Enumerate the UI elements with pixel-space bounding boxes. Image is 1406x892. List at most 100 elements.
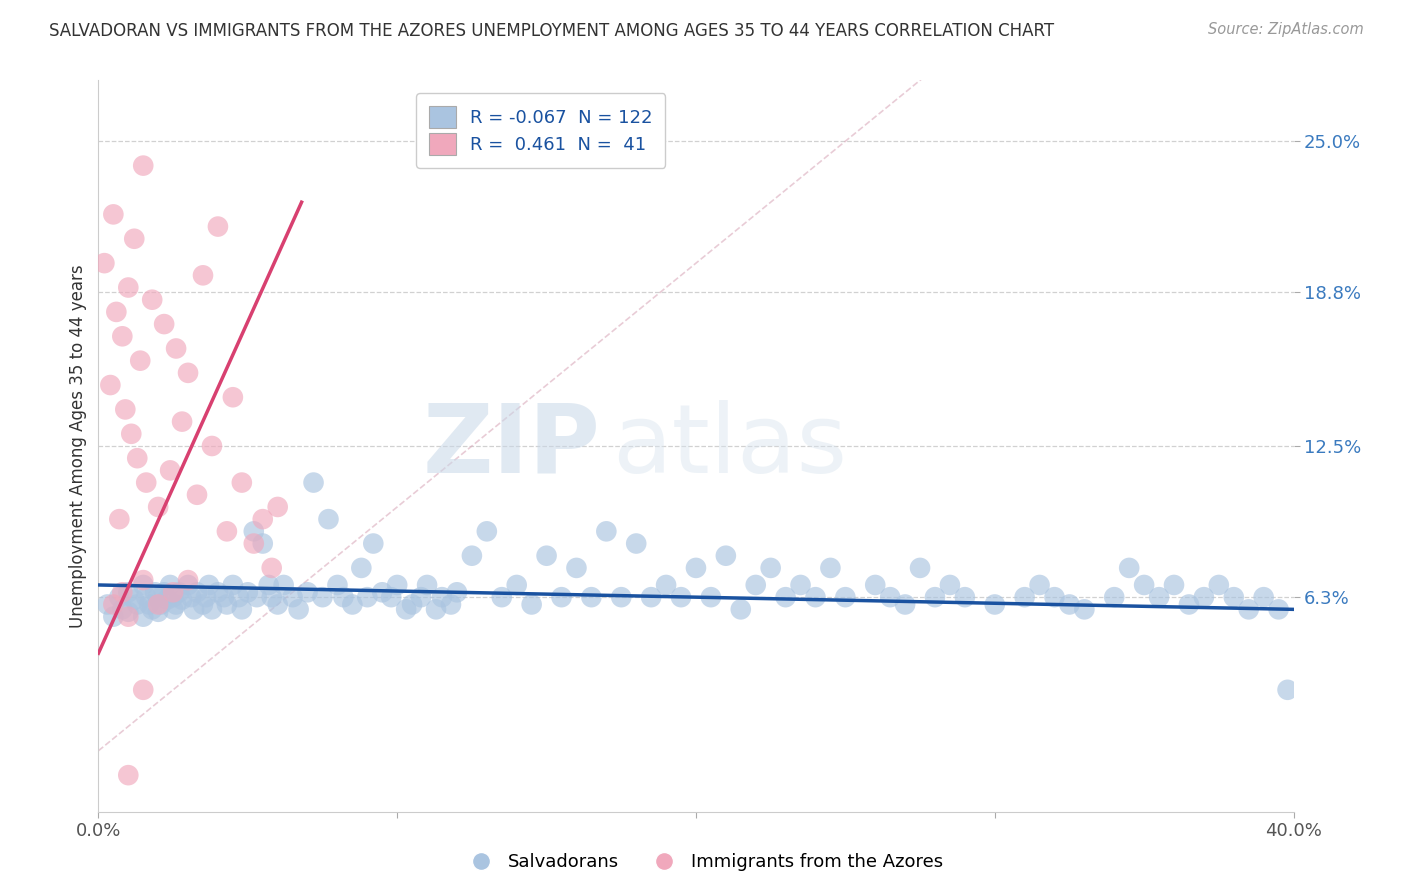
Point	[385, 578, 409, 592]
Point	[446, 585, 468, 599]
Point	[148, 500, 170, 514]
Point	[267, 500, 290, 514]
Point	[177, 366, 200, 380]
Point	[281, 590, 304, 604]
Point	[159, 463, 181, 477]
Point	[834, 590, 856, 604]
Point	[198, 578, 221, 592]
Point	[212, 590, 235, 604]
Y-axis label: Unemployment Among Ages 35 to 44 years: Unemployment Among Ages 35 to 44 years	[69, 264, 87, 628]
Point	[243, 536, 266, 550]
Point	[222, 390, 245, 404]
Point	[159, 578, 181, 592]
Point	[165, 342, 187, 356]
Point	[124, 592, 146, 607]
Point	[1059, 598, 1081, 612]
Point	[759, 561, 782, 575]
Point	[536, 549, 558, 563]
Point	[117, 768, 139, 782]
Point	[132, 573, 155, 587]
Point	[1208, 578, 1230, 592]
Point	[1277, 682, 1299, 697]
Point	[117, 609, 139, 624]
Point	[141, 602, 163, 616]
Point	[939, 578, 962, 592]
Point	[804, 590, 827, 604]
Point	[124, 232, 146, 246]
Point	[191, 268, 214, 283]
Point	[111, 329, 134, 343]
Point	[908, 561, 931, 575]
Point	[156, 592, 179, 607]
Point	[1073, 602, 1095, 616]
Point	[260, 590, 283, 604]
Point	[148, 598, 170, 612]
Point	[231, 602, 253, 616]
Point	[425, 602, 447, 616]
Point	[1178, 598, 1201, 612]
Point	[260, 561, 283, 575]
Point	[191, 598, 214, 612]
Point	[789, 578, 811, 592]
Point	[108, 512, 131, 526]
Point	[1014, 590, 1036, 604]
Point	[700, 590, 723, 604]
Point	[430, 590, 453, 604]
Point	[395, 602, 418, 616]
Point	[243, 524, 266, 539]
Point	[96, 598, 118, 612]
Point	[127, 598, 149, 612]
Point	[267, 598, 290, 612]
Point	[297, 585, 319, 599]
Point	[326, 578, 349, 592]
Point	[371, 585, 394, 599]
Point	[108, 590, 131, 604]
Point	[924, 590, 946, 604]
Point	[1147, 590, 1170, 604]
Point	[640, 590, 662, 604]
Point	[162, 590, 184, 604]
Point	[135, 590, 157, 604]
Point	[879, 590, 901, 604]
Point	[1163, 578, 1185, 592]
Point	[186, 585, 208, 599]
Point	[141, 293, 163, 307]
Point	[626, 536, 648, 550]
Point	[111, 585, 134, 599]
Point	[98, 378, 122, 392]
Point	[461, 549, 484, 563]
Point	[257, 578, 280, 592]
Text: Source: ZipAtlas.com: Source: ZipAtlas.com	[1208, 22, 1364, 37]
Point	[1192, 590, 1215, 604]
Point	[148, 590, 170, 604]
Point	[1223, 590, 1246, 604]
Point	[167, 585, 190, 599]
Point	[172, 415, 194, 429]
Point	[222, 578, 245, 592]
Point	[1118, 561, 1140, 575]
Point	[153, 317, 176, 331]
Point	[685, 561, 707, 575]
Point	[162, 585, 184, 599]
Point	[201, 439, 224, 453]
Point	[215, 598, 238, 612]
Point	[318, 512, 340, 526]
Point	[186, 488, 208, 502]
Point	[207, 585, 229, 599]
Point	[117, 585, 139, 599]
Point	[1253, 590, 1275, 604]
Point	[411, 590, 433, 604]
Point	[984, 598, 1007, 612]
Point	[311, 590, 333, 604]
Point	[273, 578, 295, 592]
Point	[1267, 602, 1289, 616]
Point	[714, 549, 737, 563]
Point	[610, 590, 633, 604]
Point	[183, 602, 205, 616]
Point	[105, 305, 128, 319]
Legend: Salvadorans, Immigrants from the Azores: Salvadorans, Immigrants from the Azores	[456, 847, 950, 879]
Point	[565, 561, 588, 575]
Point	[132, 159, 155, 173]
Point	[669, 590, 692, 604]
Point	[894, 598, 917, 612]
